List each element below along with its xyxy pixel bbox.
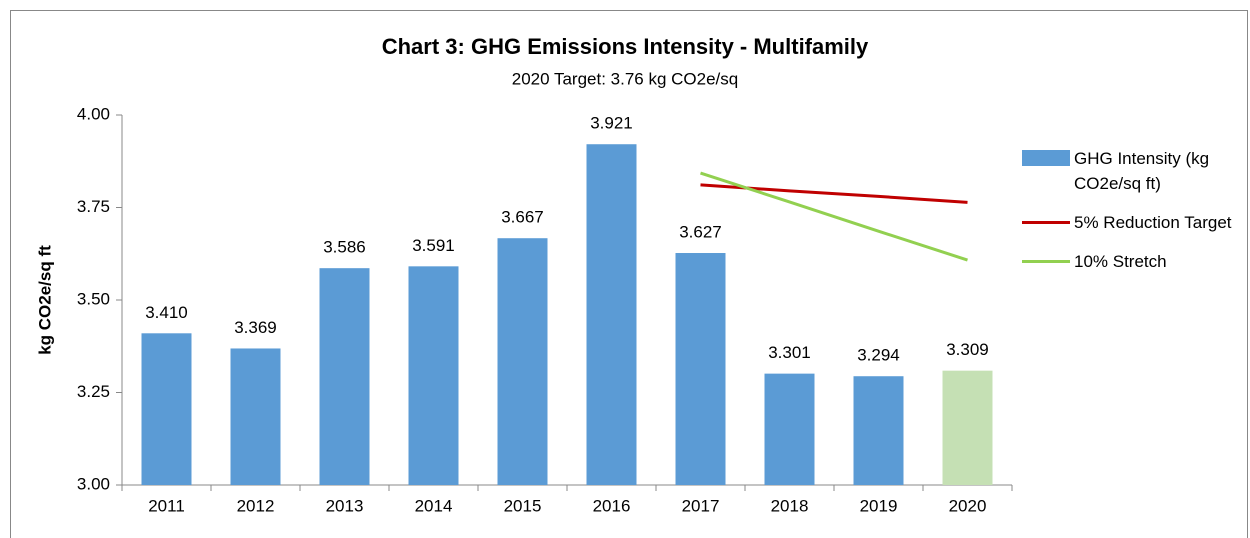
legend-label: GHG Intensity (kg CO2e/sq ft) (1074, 149, 1210, 193)
data-label: 3.627 (679, 222, 722, 241)
x-tick-label: 2018 (771, 496, 809, 515)
data-label: 3.667 (501, 208, 544, 227)
y-axis-label: kg CO2e/sq ft (35, 245, 54, 355)
x-tick-label: 2020 (949, 496, 987, 515)
x-tick-label: 2015 (504, 496, 542, 515)
data-label: 3.369 (234, 318, 277, 337)
bar (319, 268, 370, 485)
bar (586, 144, 637, 486)
legend-label: 10% Stretch (1074, 252, 1167, 271)
legend-item: GHG Intensity (kg CO2e/sq ft) (1022, 146, 1242, 196)
data-label: 3.921 (590, 114, 633, 133)
chart-frame (10, 10, 1248, 538)
bar (764, 373, 815, 485)
legend-label: 5% Reduction Target (1074, 213, 1232, 232)
line (700, 171, 968, 262)
x-tick-label: 2011 (148, 496, 185, 515)
data-label: 3.591 (412, 236, 455, 255)
x-tick-label: 2012 (237, 496, 275, 515)
legend: GHG Intensity (kg CO2e/sq ft) 5% Reductio… (1022, 146, 1242, 288)
x-tick-label: 2016 (593, 496, 631, 515)
y-tick-label: 3.50 (77, 289, 110, 308)
legend-swatch (1022, 221, 1070, 224)
data-label: 3.410 (145, 303, 188, 322)
bar (497, 238, 548, 485)
legend-swatch (1022, 150, 1070, 166)
legend-item: 5% Reduction Target (1022, 210, 1242, 235)
bar (141, 333, 192, 485)
data-label: 3.586 (323, 238, 366, 257)
data-label: 3.294 (857, 346, 900, 365)
y-tick-label: 3.75 (77, 197, 110, 216)
chart-subtitle: 2020 Target: 3.76 kg CO2e/sq (512, 69, 739, 88)
bar (942, 370, 993, 485)
data-label: 3.309 (946, 340, 989, 359)
y-tick-label: 4.00 (77, 104, 110, 123)
x-tick-label: 2013 (326, 496, 364, 515)
bar (408, 266, 459, 485)
x-tick-label: 2019 (860, 496, 898, 515)
bar (230, 348, 281, 485)
bar (853, 376, 904, 485)
bar (675, 253, 726, 485)
x-tick-label: 2014 (415, 496, 453, 515)
x-tick-label: 2017 (682, 496, 720, 515)
y-tick-label: 3.00 (77, 474, 110, 493)
legend-swatch (1022, 260, 1070, 263)
legend-item: 10% Stretch (1022, 249, 1242, 274)
chart-title: Chart 3: GHG Emissions Intensity - Multi… (382, 34, 869, 59)
y-tick-label: 3.25 (77, 382, 110, 401)
data-label: 3.301 (768, 343, 811, 362)
